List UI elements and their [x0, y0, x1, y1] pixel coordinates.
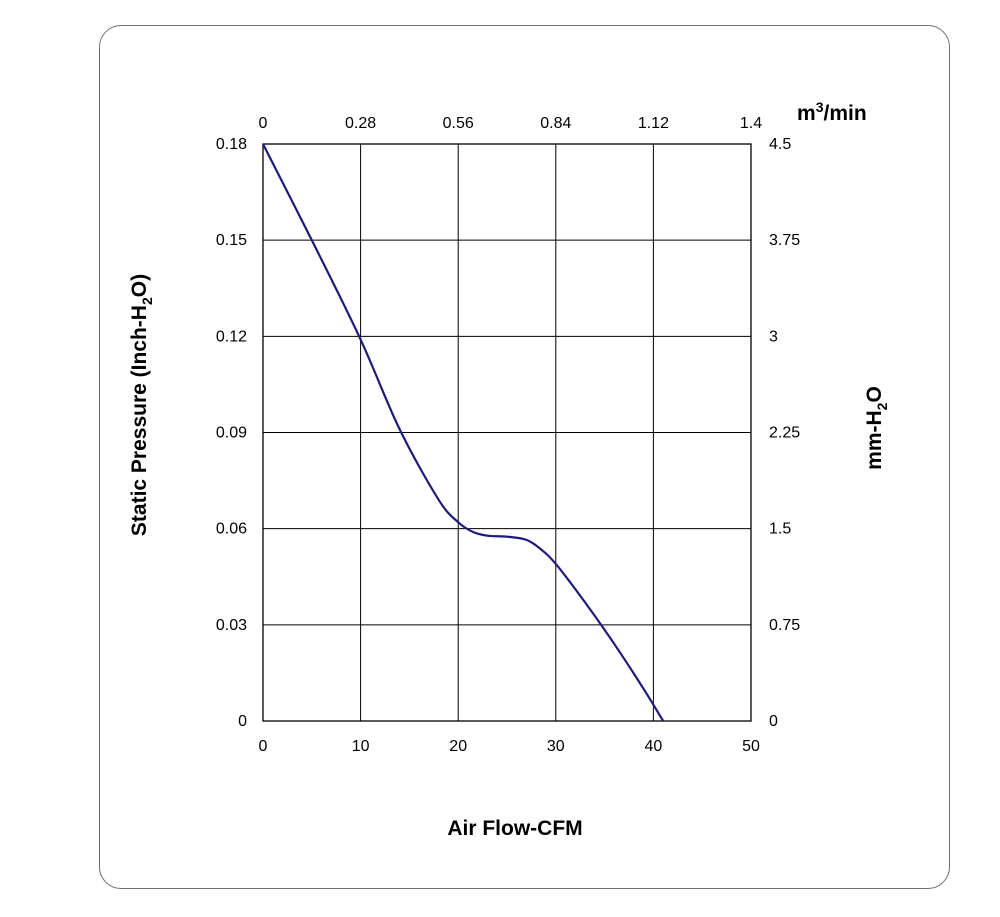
right-tick-label: 2.25: [769, 425, 800, 442]
top-tick-label: 0.56: [443, 115, 474, 132]
chart-frame: [99, 25, 950, 889]
y-tick-label: 0.09: [216, 425, 247, 442]
y-tick-label: 0.15: [216, 232, 247, 249]
y-tick-label: 0.06: [216, 521, 247, 538]
pressure-curve: [262, 143, 665, 722]
top-tick-label: 1.4: [740, 115, 762, 132]
x-tick-label: 20: [449, 738, 467, 755]
right-tick-label: 1.5: [769, 521, 791, 538]
top-tick-label: 0: [259, 115, 268, 132]
top-tick-label: 1.12: [638, 115, 669, 132]
top-tick-label: 0.84: [540, 115, 571, 132]
top-tick-label: 0.28: [345, 115, 376, 132]
right-tick-label: 3: [769, 328, 778, 345]
right-tick-label: 0: [769, 713, 778, 730]
x-tick-label: 50: [742, 738, 760, 755]
y-tick-label: 0: [238, 713, 247, 730]
x-axis-title: Air Flow-CFM: [447, 817, 582, 840]
x-tick-label: 30: [547, 738, 565, 755]
y-tick-label: 0.18: [216, 136, 247, 153]
grid: [263, 144, 751, 721]
plot-area: [262, 143, 752, 722]
x-tick-label: 0: [259, 738, 268, 755]
y-axis-title: Static Pressure (Inch-H2O): [128, 274, 155, 536]
right-tick-label: 0.75: [769, 617, 800, 634]
right-tick-label: 4.5: [769, 136, 791, 153]
right-tick-label: 3.75: [769, 232, 800, 249]
x-tick-label: 40: [645, 738, 663, 755]
y-tick-label: 0.12: [216, 328, 247, 345]
top-axis-unit-label: m3/min: [797, 99, 867, 125]
y-tick-label: 0.03: [216, 617, 247, 634]
right-axis-title: mm-H2O: [863, 386, 890, 470]
x-tick-label: 10: [352, 738, 370, 755]
